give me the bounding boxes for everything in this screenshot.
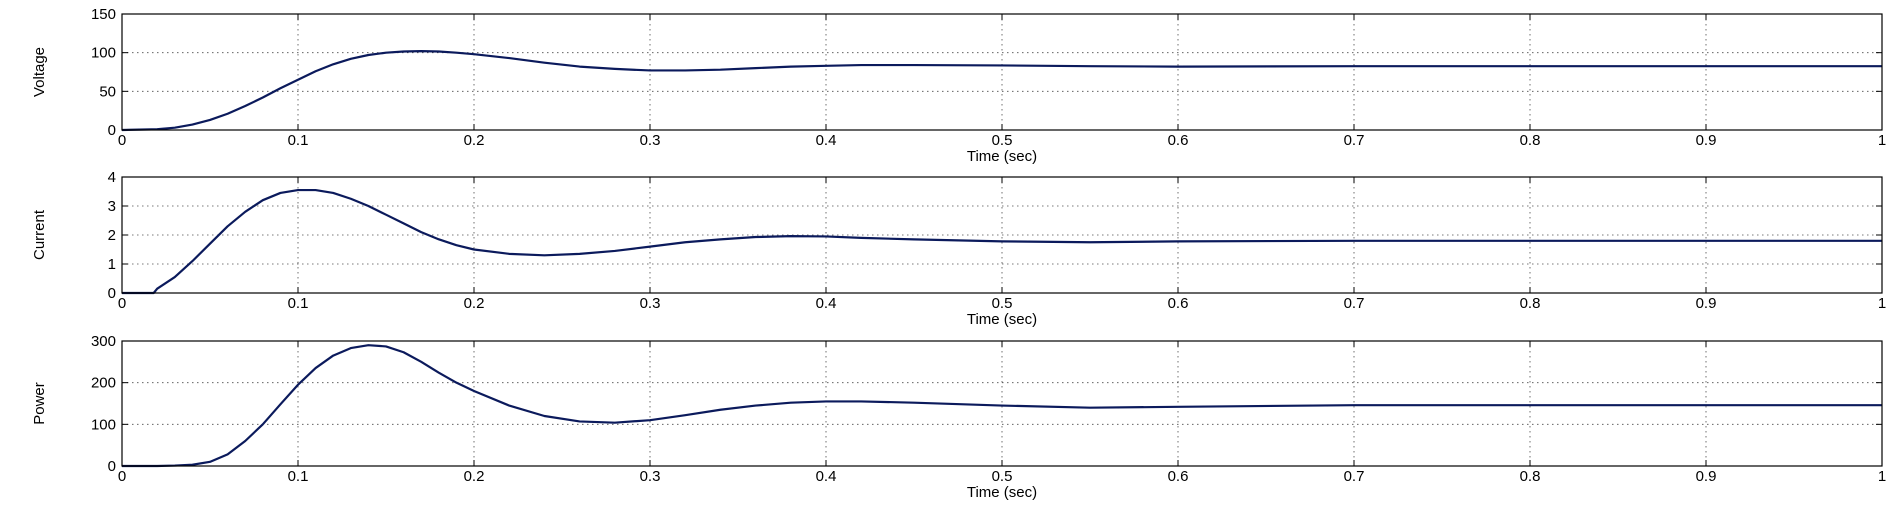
subplot-current: 0 0.1 0.2 0.3 0.4 0.5 0.6 0.7 0.8 0.9 1 0 1 2 3 4 Time (… — [31, 169, 1886, 328]
x-tick-label: 0.9 — [1696, 295, 1717, 312]
x-axis-label: Time (sec) — [967, 148, 1037, 165]
x-tick-label: 0 — [118, 468, 126, 485]
y-axis-label: Voltage — [31, 47, 48, 97]
subplot-voltage: 0 0.1 0.2 0.3 0.4 0.5 0.6 0.7 0.8 0.9 1 0 50 100 150 Ti… — [31, 6, 1886, 165]
x-tick-label: 0.9 — [1696, 132, 1717, 149]
series-line-power — [122, 344, 1882, 468]
x-tick-label: 1 — [1878, 468, 1886, 485]
y-tick-label: 0 — [108, 458, 116, 475]
x-tick-label: 0.6 — [1168, 468, 1189, 485]
x-tick-label: 0 — [118, 132, 126, 149]
x-tick-label: 1 — [1878, 132, 1886, 149]
x-tick-label: 0.1 — [288, 132, 309, 149]
y-tick-label: 0 — [108, 122, 116, 139]
x-tick-label: 0.5 — [992, 132, 1013, 149]
x-tick-label: 0.7 — [1344, 468, 1365, 485]
x-tick-label: 0.4 — [816, 295, 837, 312]
y-tick-label: 100 — [91, 45, 116, 62]
x-tick-label: 0.4 — [816, 132, 837, 149]
x-tick-label: 0.1 — [288, 468, 309, 485]
plot-area — [122, 14, 1882, 130]
x-tick-label: 0.9 — [1696, 468, 1717, 485]
y-tick-label: 150 — [91, 6, 116, 23]
y-tick-label: 200 — [91, 375, 116, 392]
x-axis-label: Time (sec) — [967, 484, 1037, 501]
y-tick-label: 2 — [108, 227, 116, 244]
y-tick-label: 4 — [108, 169, 116, 186]
x-tick-label: 0.3 — [640, 132, 661, 149]
x-axis-label: Time (sec) — [967, 311, 1037, 328]
x-tick-label: 0 — [118, 295, 126, 312]
y-axis-label: Current — [31, 209, 48, 260]
y-axis-label: Power — [31, 382, 48, 425]
y-tick-label: 100 — [91, 416, 116, 433]
x-tick-label: 0.7 — [1344, 295, 1365, 312]
x-tick-label: 0.3 — [640, 295, 661, 312]
x-tick-label: 0.6 — [1168, 295, 1189, 312]
x-tick-label: 0.4 — [816, 468, 837, 485]
y-tick-label: 3 — [108, 198, 116, 215]
series-line-current — [122, 188, 1882, 295]
y-tick-label: 300 — [91, 333, 116, 350]
series-line-voltage — [121, 50, 1882, 132]
x-tick-label: 0.1 — [288, 295, 309, 312]
x-tick-label: 1 — [1878, 295, 1886, 312]
x-tick-label: 0.2 — [464, 295, 485, 312]
x-tick-label: 0.8 — [1520, 295, 1541, 312]
y-tick-label: 50 — [99, 83, 116, 100]
x-tick-label: 0.7 — [1344, 132, 1365, 149]
x-tick-label: 0.3 — [640, 468, 661, 485]
x-tick-label: 0.6 — [1168, 132, 1189, 149]
y-tick-label: 0 — [108, 285, 116, 302]
x-tick-label: 0.8 — [1520, 132, 1541, 149]
subplot-power: 0 0.1 0.2 0.3 0.4 0.5 0.6 0.7 0.8 0.9 1 0 100 200 300 T… — [31, 333, 1886, 501]
x-tick-label: 0.5 — [992, 468, 1013, 485]
x-tick-label: 0.2 — [464, 132, 485, 149]
x-tick-label: 0.5 — [992, 295, 1013, 312]
x-tick-label: 0.8 — [1520, 468, 1541, 485]
x-tick-label: 0.2 — [464, 468, 485, 485]
y-tick-label: 1 — [108, 256, 116, 273]
